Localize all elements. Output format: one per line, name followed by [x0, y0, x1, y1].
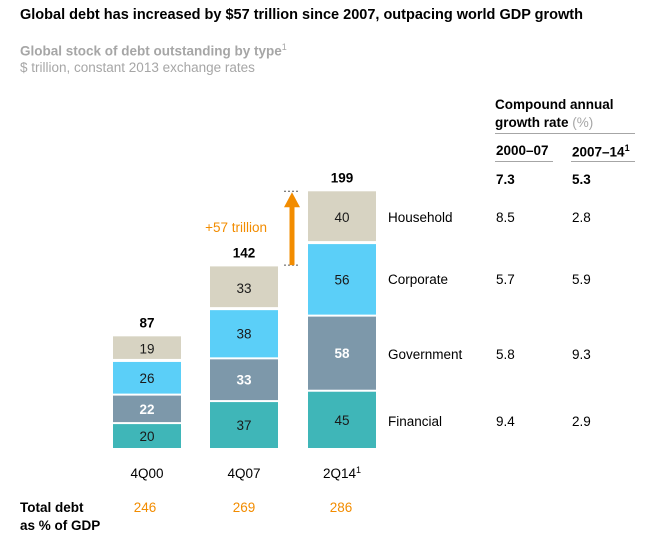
bar-value-household-4q00: 19 [139, 342, 154, 357]
subtitle-footnote: 1 [281, 42, 287, 52]
row-label-household: Household [388, 210, 453, 225]
bar-total-4q07: 142 [233, 245, 256, 260]
total-debt-label-line1: Total debt [20, 500, 84, 515]
bar-value-government-4q00: 22 [139, 402, 154, 417]
bar-value-corporate-4q00: 26 [139, 371, 154, 386]
cagr-col2-footnote: 1 [624, 143, 630, 153]
category-label-4q00: 4Q00 [130, 466, 163, 481]
bar-government-4q07 [210, 359, 278, 401]
chart-title: Global debt has increased by $57 trillio… [20, 7, 583, 23]
growth-arrow-head [284, 192, 300, 208]
bar-government-2q14 [308, 316, 376, 390]
cagr-col2-rule [571, 161, 635, 162]
cagr-financial-2007-14: 2.9 [572, 414, 591, 429]
cagr-corporate-2000-07: 5.7 [496, 272, 515, 287]
units-label: $ trillion, constant 2013 exchange rates [20, 60, 255, 75]
cagr-col1-rule [495, 161, 553, 162]
cagr-col2-header: 2007–141 [572, 143, 630, 160]
bar-value-government-2q14: 58 [334, 346, 350, 361]
cagr-header-rate: growth rate [495, 115, 569, 130]
cagr-col1-header: 2000–07 [496, 143, 549, 158]
bar-government-4q00 [113, 395, 181, 423]
cagr-total-2007-14: 5.3 [572, 172, 591, 187]
cagr-corporate-2007-14: 5.9 [572, 272, 591, 287]
cagr-col2-text: 2007–14 [572, 144, 625, 160]
bar-household-4q00 [113, 336, 181, 359]
cagr-household-2000-07: 8.5 [496, 210, 515, 225]
bar-value-household-4q07: 33 [236, 281, 251, 296]
bar-value-financial-2q14: 45 [334, 413, 349, 428]
bar-value-corporate-2q14: 56 [334, 272, 349, 287]
growth-annotation: +57 trillion [205, 220, 267, 235]
cagr-household-2007-14: 2.8 [572, 210, 591, 225]
total-debt-gdp-label: Total debt as % of GDP [20, 499, 100, 535]
chart-subtitle: Global stock of debt outstanding by type… [20, 42, 287, 59]
bar-financial-4q07 [210, 402, 278, 448]
bar-household-2q14 [308, 191, 376, 242]
cagr-financial-2000-07: 9.4 [496, 414, 515, 429]
bar-value-government-4q07: 33 [236, 373, 252, 388]
bar-value-corporate-4q07: 38 [236, 327, 251, 342]
bar-household-4q07 [210, 266, 278, 308]
cagr-government-2007-14: 9.3 [572, 347, 591, 362]
bar-total-4q00: 87 [139, 315, 154, 330]
cagr-header-line1: Compound annual [495, 97, 614, 112]
bar-total-2q14: 199 [331, 170, 354, 185]
row-label-financial: Financial [388, 414, 443, 429]
bar-corporate-4q07 [210, 310, 278, 358]
bar-financial-2q14 [308, 391, 376, 448]
bar-corporate-2q14 [308, 244, 376, 315]
cagr-total-2000-07: 7.3 [496, 172, 515, 187]
bar-value-household-2q14: 40 [334, 210, 349, 225]
bar-value-financial-4q07: 37 [236, 418, 251, 433]
cagr-header: Compound annual growth rate (%) [495, 96, 614, 132]
bar-value-financial-4q00: 20 [139, 429, 154, 444]
row-label-corporate: Corporate [388, 272, 449, 287]
cagr-header-line2: growth rate (%) [495, 114, 614, 132]
cagr-government-2000-07: 5.8 [496, 347, 515, 362]
cagr-header-rule [495, 133, 635, 134]
bar-financial-4q00 [113, 424, 181, 448]
cagr-header-unit: (%) [572, 115, 594, 130]
subtitle-text: Global stock of debt outstanding by type [20, 43, 282, 59]
category-label-2q14: 2Q141 [323, 465, 361, 481]
gdp-value-2q14: 286 [329, 500, 353, 515]
total-debt-label-line2: as % of GDP [20, 518, 101, 533]
category-label-4q07: 4Q07 [227, 466, 260, 481]
row-label-government: Government [388, 347, 463, 362]
gdp-value-4q07: 269 [232, 500, 256, 515]
gdp-value-4q00: 246 [133, 500, 157, 515]
bar-corporate-4q00 [113, 361, 181, 394]
